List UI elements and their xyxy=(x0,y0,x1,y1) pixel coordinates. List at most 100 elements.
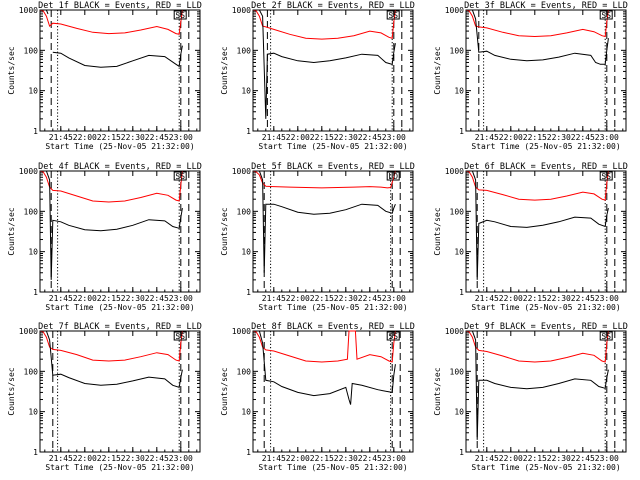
x-tick-label: 21:45 xyxy=(475,454,499,463)
y-axis-label: Counts/sec xyxy=(433,46,442,94)
y-tick-label: 1 xyxy=(33,127,38,136)
annotation-box xyxy=(386,331,400,341)
y-tick-label: 10 xyxy=(454,248,464,257)
y-tick-label: 1000 xyxy=(19,327,38,336)
plot-frame xyxy=(252,9,414,132)
series-lld xyxy=(252,330,396,363)
x-tick-label: 21:45 xyxy=(262,133,286,142)
y-tick-label: 1000 xyxy=(19,167,38,176)
series-lld xyxy=(465,9,609,38)
y-tick-label: 1 xyxy=(246,127,251,136)
x-tick-label: 22:30 xyxy=(121,294,145,303)
panel-title: Det 5f BLACK = Events, RED = LLD xyxy=(251,162,415,172)
series-events xyxy=(253,9,396,119)
series-lld xyxy=(252,9,396,40)
y-axis-label: Counts/sec xyxy=(433,207,442,255)
series-events xyxy=(466,170,609,280)
y-axis-label: Counts/sec xyxy=(7,367,16,415)
x-axis-label: Start Time (25-Nov-05 21:32:00) xyxy=(258,303,407,312)
x-tick-label: 22:30 xyxy=(334,454,358,463)
annotation-label: SS xyxy=(175,332,185,341)
x-tick-label: 22:45 xyxy=(571,294,595,303)
y-tick-label: 1 xyxy=(459,448,464,457)
annotation-box xyxy=(386,10,400,20)
x-tick-label: 23:00 xyxy=(595,454,619,463)
series-events xyxy=(40,330,183,389)
panel-title: Det 9f BLACK = Events, RED = LLD xyxy=(464,322,628,332)
y-tick-label: 100 xyxy=(237,207,252,216)
series-events xyxy=(253,330,396,405)
annotation-label: SS xyxy=(601,11,611,20)
x-tick-label: 22:15 xyxy=(310,294,334,303)
panel-title: Det 6f BLACK = Events, RED = LLD xyxy=(464,162,628,172)
y-tick-label: 1000 xyxy=(232,167,251,176)
plot-frame xyxy=(465,9,627,132)
y-tick-label: 10 xyxy=(28,408,38,417)
plot-frame xyxy=(39,170,201,293)
annotation-label: SS xyxy=(601,332,611,341)
series-events xyxy=(466,330,609,440)
x-tick-label: 22:45 xyxy=(145,454,169,463)
x-axis-label: Start Time (25-Nov-05 21:32:00) xyxy=(45,303,194,312)
y-tick-label: 10 xyxy=(454,408,464,417)
y-tick-label: 1 xyxy=(459,127,464,136)
x-tick-label: 22:45 xyxy=(145,294,169,303)
x-tick-label: 22:15 xyxy=(523,454,547,463)
y-tick-label: 1000 xyxy=(232,6,251,15)
x-tick-label: 22:15 xyxy=(523,133,547,142)
detector-panel-4: Det 4f BLACK = Events, RED = LLD 1 10 100 10… xyxy=(7,162,202,312)
x-tick-label: 21:45 xyxy=(49,133,73,142)
y-tick-label: 100 xyxy=(450,46,465,55)
y-tick-label: 1000 xyxy=(232,327,251,336)
y-tick-label: 10 xyxy=(454,87,464,96)
y-axis-label: Counts/sec xyxy=(220,367,229,415)
y-axis-label: Counts/sec xyxy=(7,207,16,255)
panel-title: Det 1f BLACK = Events, RED = LLD xyxy=(38,1,202,11)
series-lld xyxy=(465,170,609,201)
x-tick-label: 22:15 xyxy=(97,454,121,463)
x-tick-label: 21:45 xyxy=(262,294,286,303)
x-tick-label: 23:00 xyxy=(169,294,193,303)
annotation-box xyxy=(599,331,613,341)
y-tick-label: 10 xyxy=(241,248,251,257)
annotation-label: SS xyxy=(388,11,398,20)
y-tick-label: 1 xyxy=(246,448,251,457)
annotation-label: SS xyxy=(388,332,398,341)
plot-frame xyxy=(39,9,201,132)
panel-title: Det 4f BLACK = Events, RED = LLD xyxy=(38,162,202,172)
annotation-box xyxy=(599,10,613,20)
y-tick-label: 10 xyxy=(241,87,251,96)
x-tick-label: 23:00 xyxy=(169,454,193,463)
series-lld xyxy=(39,330,183,362)
y-axis-label: Counts/sec xyxy=(433,367,442,415)
x-tick-label: 23:00 xyxy=(169,133,193,142)
detector-panel-7: Det 7f BLACK = Events, RED = LLD 1 10 100 10… xyxy=(7,322,202,472)
x-axis-label: Start Time (25-Nov-05 21:32:00) xyxy=(258,463,407,472)
y-tick-label: 100 xyxy=(450,367,465,376)
y-tick-label: 100 xyxy=(24,207,39,216)
y-axis-label: Counts/sec xyxy=(220,46,229,94)
series-events xyxy=(466,9,609,65)
x-tick-label: 22:15 xyxy=(97,294,121,303)
annotation-box xyxy=(173,331,187,341)
series-events xyxy=(253,170,396,273)
y-axis-label: Counts/sec xyxy=(220,207,229,255)
x-tick-label: 21:45 xyxy=(49,294,73,303)
x-axis-label: Start Time (25-Nov-05 21:32:00) xyxy=(471,303,620,312)
x-tick-label: 22:00 xyxy=(499,133,523,142)
x-tick-label: 23:00 xyxy=(595,294,619,303)
x-tick-label: 22:45 xyxy=(358,133,382,142)
annotation-label: LD xyxy=(388,172,398,181)
detector-panel-1: Det 1f BLACK = Events, RED = LLD 1 10 100 10… xyxy=(7,1,202,151)
x-tick-label: 22:30 xyxy=(334,133,358,142)
x-tick-label: 22:00 xyxy=(286,133,310,142)
x-tick-label: 22:30 xyxy=(121,133,145,142)
x-tick-label: 22:30 xyxy=(547,454,571,463)
x-tick-label: 22:00 xyxy=(73,133,97,142)
y-tick-label: 100 xyxy=(237,46,252,55)
x-tick-label: 22:45 xyxy=(358,454,382,463)
x-tick-label: 22:45 xyxy=(571,454,595,463)
x-tick-label: 22:30 xyxy=(547,294,571,303)
x-tick-label: 22:45 xyxy=(145,133,169,142)
panel-title: Det 3f BLACK = Events, RED = LLD xyxy=(464,1,628,11)
